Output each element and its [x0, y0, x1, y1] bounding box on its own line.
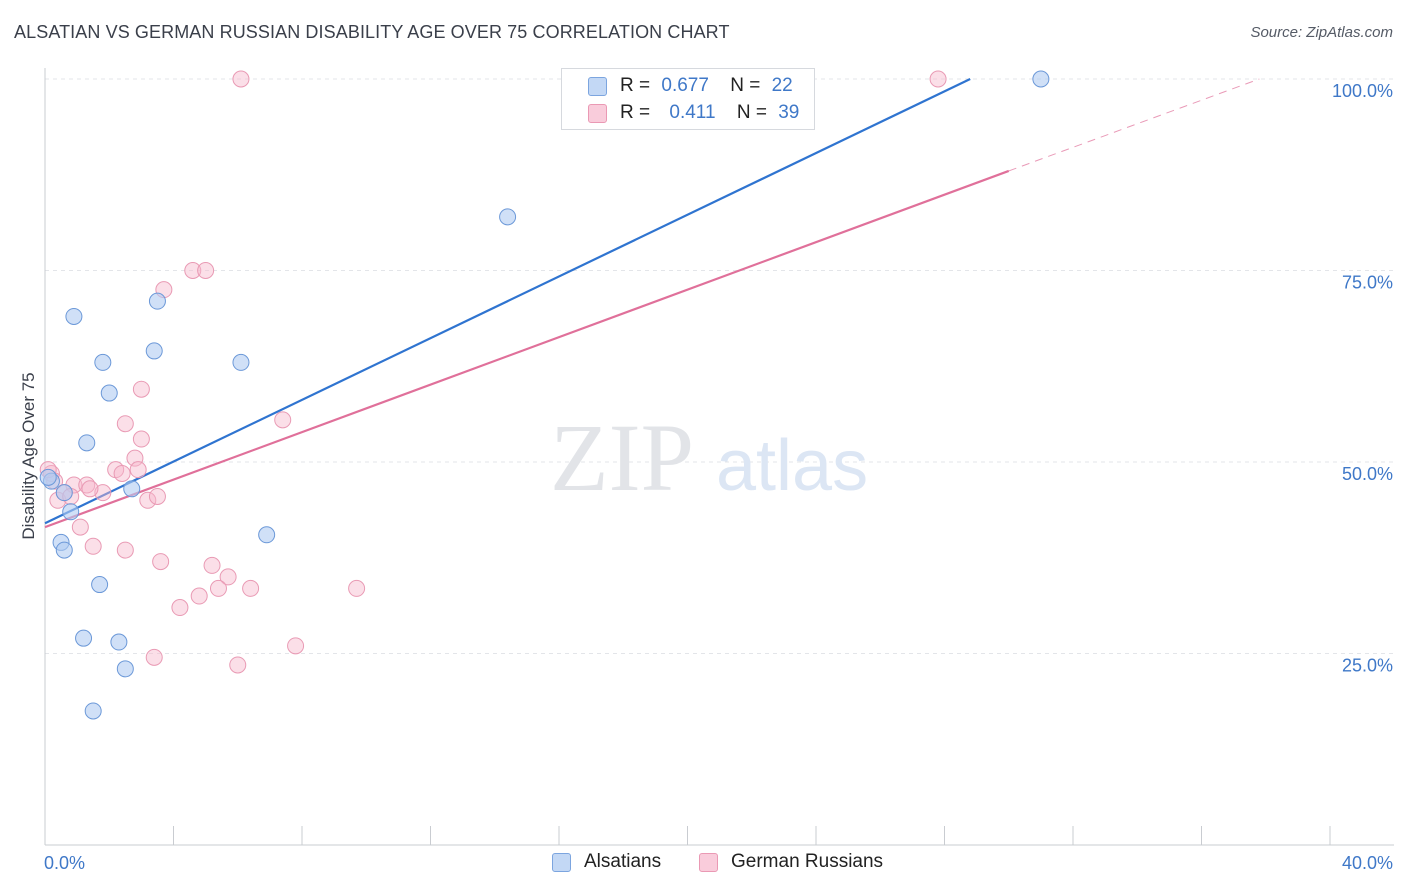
- german-russians-point: [274, 411, 292, 429]
- german-russians-point: [132, 430, 150, 448]
- correlation-legend: R = 0.677 N = 22 R = 0.411 N = 39: [561, 68, 815, 130]
- german-russians-point: [84, 537, 102, 555]
- alsatians-point: [258, 526, 276, 544]
- german-russians-point: [184, 262, 202, 279]
- source-label: Source: ZipAtlas.com: [1250, 24, 1393, 41]
- german-russians-point: [113, 464, 131, 482]
- german-russians-point: [171, 599, 189, 617]
- alsatians-point: [1032, 70, 1050, 88]
- y-tick-label: 100.0%: [1332, 81, 1393, 101]
- axes: [44, 68, 1394, 846]
- trend-lines: [44, 78, 1260, 529]
- y-tick-label: 25.0%: [1342, 656, 1393, 676]
- german-russians-point: [190, 587, 208, 605]
- alsatians-point: [91, 576, 109, 594]
- german-russians-point: [348, 579, 366, 597]
- legend-n-label: N =: [736, 102, 767, 123]
- german-russians-point: [242, 579, 260, 597]
- german-russians-trend-line: [44, 169, 1010, 529]
- german-russians-point: [81, 480, 99, 498]
- series-name-german-russians: German Russians: [731, 851, 884, 872]
- alsatians-point: [145, 342, 163, 360]
- legend-n-value-german-russians: 39: [778, 102, 800, 123]
- alsatians-point: [55, 484, 73, 502]
- legend-r-label: R =: [620, 102, 651, 123]
- alsatians-point: [84, 702, 102, 720]
- alsatians-trend-line: [44, 78, 971, 525]
- alsatians-point: [123, 480, 141, 498]
- german-russians-point: [232, 70, 250, 88]
- legend-r-label: R =: [620, 75, 651, 96]
- alsatians-point: [100, 384, 118, 402]
- alsatians-point: [148, 292, 166, 310]
- german-russians-point: [152, 553, 170, 571]
- german-russians-point: [929, 70, 947, 88]
- german-russians-point: [116, 415, 134, 433]
- german-russians-point: [203, 556, 221, 574]
- german-russians-point: [229, 656, 247, 674]
- alsatians-point: [499, 208, 517, 226]
- watermark-zip: ZIP: [550, 404, 694, 511]
- german-russians-point: [116, 541, 134, 559]
- x-tick-label: 0.0%: [44, 853, 85, 873]
- german-russians-point: [132, 380, 150, 398]
- alsatians-point: [78, 434, 96, 452]
- german-russians-point: [219, 568, 237, 586]
- tick-labels: 25.0% 50.0% 75.0% 100.0% 0.0% 40.0%: [44, 81, 1393, 873]
- alsatians-point: [232, 353, 250, 371]
- german-russians-point: [148, 487, 166, 505]
- legend-r-value-german-russians: 0.411: [669, 102, 716, 123]
- german-russians-point: [209, 579, 227, 597]
- german-russians-point: [197, 262, 215, 279]
- alsatians-point: [75, 629, 93, 647]
- watermark: ZIP atlas: [550, 404, 868, 511]
- alsatians-point: [39, 468, 57, 486]
- chart-title: ALSATIAN VS GERMAN RUSSIAN DISABILITY AG…: [14, 22, 730, 42]
- series-legend: Alsatians German Russians: [0, 851, 1406, 877]
- alsatians-point: [110, 633, 128, 651]
- german-russians-trend-extension: [1008, 78, 1260, 172]
- series-swatch-german-russians: [699, 853, 718, 872]
- y-axis-title: Disability Age Over 75: [19, 372, 38, 539]
- legend-n-label: N =: [730, 75, 761, 96]
- series-swatch-alsatians: [552, 853, 571, 872]
- alsatians-point: [55, 541, 73, 559]
- series-name-alsatians: Alsatians: [584, 851, 662, 872]
- alsatians-point: [65, 307, 83, 325]
- x-tick-label: 40.0%: [1342, 853, 1393, 873]
- y-tick-label: 75.0%: [1342, 273, 1393, 293]
- watermark-atlas: atlas: [716, 426, 868, 506]
- alsatians-point: [116, 660, 134, 678]
- german-russians-point: [71, 518, 89, 536]
- alsatians-point: [94, 353, 112, 371]
- german-russians-point: [94, 484, 112, 502]
- data-points: [39, 70, 1050, 720]
- legend-swatch-german-russians: [588, 104, 607, 123]
- legend-r-value-alsatians: 0.677: [661, 75, 709, 96]
- german-russians-point: [145, 648, 163, 666]
- alsatians-point: [62, 503, 80, 521]
- german-russians-point: [139, 491, 157, 509]
- legend-swatch-alsatians: [588, 77, 607, 96]
- german-russians-point: [129, 461, 147, 479]
- y-tick-label: 50.0%: [1342, 464, 1393, 484]
- german-russians-point: [287, 637, 305, 655]
- legend-n-value-alsatians: 22: [771, 75, 793, 96]
